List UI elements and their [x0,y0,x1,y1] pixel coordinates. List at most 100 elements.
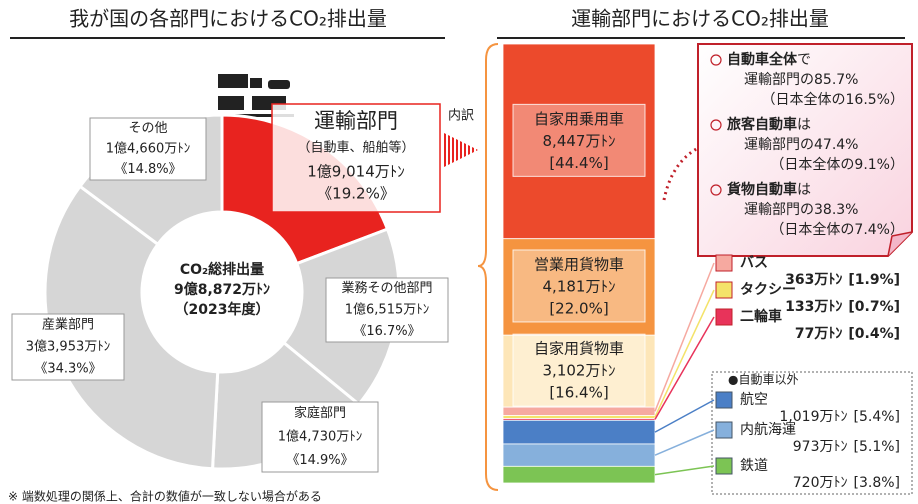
category-label: 自家用貨物車 [534,340,624,358]
leader-line [654,262,715,412]
amount-label: 1億9,014万ﾄﾝ [307,163,405,181]
center-label: （2023年度） [175,301,270,318]
value-label: [16.4%] [549,384,608,402]
leader-line [654,316,715,420]
amount-label: 133万ﾄﾝ [0.7%] [785,299,900,315]
label-box [512,333,646,407]
bracket [477,43,499,491]
bar-segment [502,238,656,336]
value-label: [22.0%] [549,299,608,317]
label-part: [0.4%] [848,326,900,342]
amount-label: 8,447万ﾄﾝ [543,132,616,150]
bullet [710,184,722,196]
bar-segment [502,43,656,240]
annotation-detail: 運輸部門の47.4% [744,137,858,153]
value-label: [44.4%] [549,154,608,172]
category-label: 運輸部門 [314,109,398,133]
amount-label: 1億6,515万ﾄﾝ [345,302,430,318]
label-part: 720万ﾄﾝ [793,475,848,491]
leader-line [654,399,715,433]
annotation-note: （日本全体の16.5%） [762,91,904,108]
category-label: その他 [128,121,167,136]
label-part: 77万ﾄﾝ [795,326,842,342]
amount-label: 363万ﾄﾝ [1.9%] [785,272,900,288]
category-note: （自動車、船舶等） [297,140,414,156]
category-label: 産業部門 [42,317,94,333]
category-label: タクシー [740,282,796,298]
label-part: 363万ﾄﾝ [785,272,842,288]
amount-label: 1億4,730万ﾄﾝ [278,429,363,445]
label-box [261,401,379,473]
category-label: バス [740,255,768,271]
leader-line [654,465,715,476]
leader-line [654,429,715,456]
group-label: ●自動車以外 [728,373,798,387]
center-label: 9億8,872万ﾄﾝ [174,281,270,298]
callout-fold [887,231,913,257]
chart-title: 運輸部門におけるCO₂排出量 [571,7,829,31]
category-label: 鉄道 [740,458,768,474]
value-label: 《14.8%》 [114,162,181,177]
amount-label: 1,019万ﾄﾝ [5.4%] [779,409,900,425]
label-part: [3.8%] [854,475,901,491]
annotation-heading: 貨物自動車は [726,181,811,198]
bar-segment [502,465,656,484]
category-label: 自家用乗用車 [534,110,624,128]
label-part: 旅客自動車 [727,116,797,133]
footnote: ※ 端数処理の関係上、合計の数値が一致しない場合がある [8,489,322,504]
category-label: 内航海運 [740,422,796,438]
legend-swatch [715,308,733,326]
category-label: 航空 [740,392,768,408]
bullet [710,119,722,131]
chart-title: 我が国の各部門におけるCO₂排出量 [69,7,387,31]
category-label: 二輪車 [740,308,782,325]
amount-label: 3,102万ﾄﾝ [543,362,616,380]
value-label: 《19.2%》 [317,185,395,203]
label-part: は [797,117,811,133]
legend-swatch [715,421,733,439]
annotation-note: （日本全体の7.4%） [770,221,904,238]
category-label: 業務その他部門 [341,280,432,296]
bar-segment [502,415,656,419]
leader-line [654,289,715,418]
label-part: 973万ﾄﾝ [793,439,848,455]
amount-label: 3億3,953万ﾄﾝ [26,339,111,355]
legend-swatch [715,281,733,299]
label-part: [5.1%] [854,439,901,455]
annotation-heading: 自動車全体で [727,51,811,68]
label-part: 自動車全体 [727,51,798,68]
breakdown-label: 内訳 [448,108,474,124]
label-box [512,249,646,323]
value-label: 《16.7%》 [353,324,420,339]
label-part: [1.9%] [848,272,900,288]
bar-segment [502,406,656,416]
annotation-note: （日本全体の9.1%） [770,156,904,173]
annotation-heading: 旅客自動車は [727,116,811,133]
label-part: は [797,182,811,198]
legend-swatch [715,391,733,409]
label-part: 133万ﾄﾝ [785,299,842,315]
bar-segment [502,334,656,408]
label-part: 1,019万ﾄﾝ [779,409,847,425]
arrow [442,132,478,168]
label-box [271,103,441,213]
value-label: 《34.3%》 [34,362,101,377]
amount-label: 1億4,660万ﾄﾝ [106,141,191,157]
annotation-detail: 運輸部門の85.7% [744,72,858,88]
transport-icons [214,74,294,117]
amount-label: 973万ﾄﾝ [5.1%] [793,439,900,455]
label-box [325,277,449,343]
group-box [711,371,913,495]
annotation-detail: 運輸部門の38.3% [744,202,858,218]
donut-segment [43,184,220,471]
bar-segment [502,419,656,445]
label-box [11,313,125,381]
label-part: [0.7%] [848,299,900,315]
category-label: 営業用貨物車 [534,255,624,273]
amount-label: 77万ﾄﾝ [0.4%] [795,326,900,342]
legend-swatch [715,457,733,475]
label-part: 貨物自動車 [726,181,797,198]
pointer [662,144,703,201]
amount-label: 4,181万ﾄﾝ [543,277,616,295]
